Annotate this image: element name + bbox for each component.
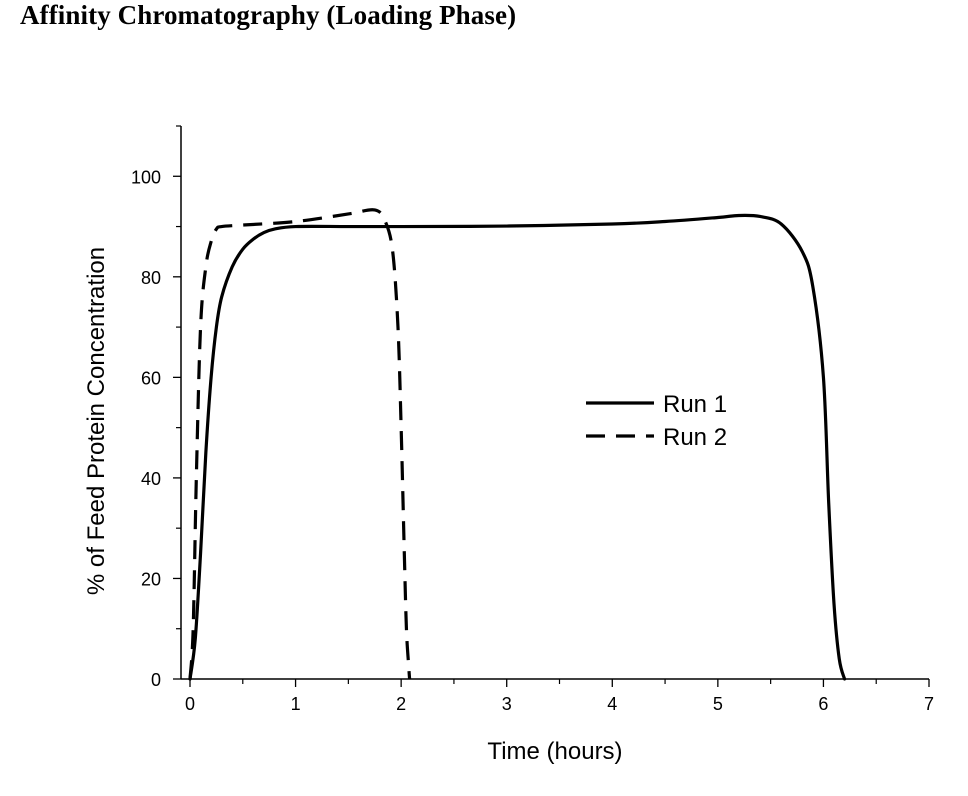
y-tick-label: 80 [141,268,161,288]
x-axis-title: Time (hours) [487,738,622,765]
y-tick-label: 0 [151,670,161,690]
y-tick-label: 20 [141,569,161,589]
series-lines [188,208,847,681]
legend: Run 1 Run 2 [586,391,727,451]
legend-label: Run 2 [663,424,727,451]
x-tick-label: 7 [924,694,934,714]
x-tick-label: 3 [502,694,512,714]
series-line-run-2 [188,208,412,680]
y-tick-label: 60 [141,368,161,388]
x-tick-label: 2 [396,694,406,714]
series-line-run-1 [188,213,847,681]
legend-label: Run 1 [663,391,727,418]
y-tick-label: 40 [141,469,161,489]
x-tick-label: 4 [607,694,617,714]
chart-title: Affinity Chromatography (Loading Phase) [20,0,517,30]
x-tick-label: 1 [291,694,301,714]
x-tick-label: 0 [185,694,195,714]
x-tick-label: 6 [818,694,828,714]
y-tick-label: 100 [131,167,161,187]
axes: 0 1 2 3 4 5 6 7 0 20 40 60 80 100 Time (hours) % of Fee… [83,125,934,765]
x-tick-label: 5 [713,694,723,714]
y-axis-title: % of Feed Protein Concentration [83,247,110,595]
